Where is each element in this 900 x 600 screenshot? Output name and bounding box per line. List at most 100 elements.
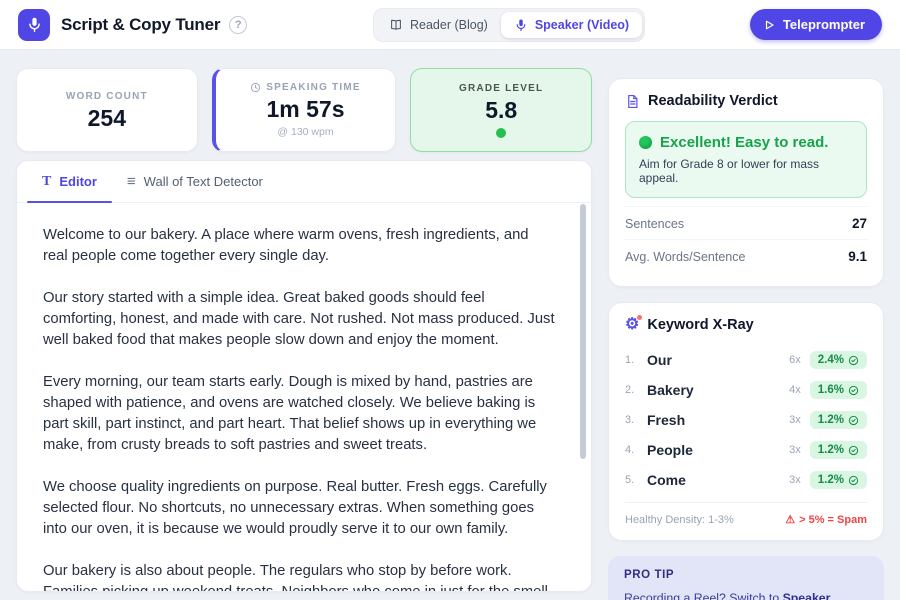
main-content: WORD COUNT 254 SPEAKING TIME 1m 57s @ 13… xyxy=(0,50,900,600)
editor-tabbar: T Editor ≡ Wall of Text Detector xyxy=(17,161,591,203)
metric-row-sentences: Sentences 27 xyxy=(625,206,867,239)
keyword-footer: Healthy Density: 1-3% ⚠ > 5% = Spam xyxy=(625,502,867,526)
keyword-xray-panel: ⚙ Keyword X-Ray 1. Our 6x 2.4% 2. Bakery… xyxy=(608,302,884,541)
toggle-speaker-label: Speaker (Video) xyxy=(534,18,630,32)
play-icon xyxy=(765,20,774,29)
keyword-rank: 5. xyxy=(625,474,635,486)
notification-dot xyxy=(636,314,644,321)
pro-tip-card: PRO TIP Recording a Reel? Switch to Spea… xyxy=(608,556,884,600)
keyword-row: 4. People 3x 1.2% xyxy=(625,435,867,465)
book-icon xyxy=(391,19,401,30)
keyword-rank: 1. xyxy=(625,354,635,366)
toggle-reader-label: Reader (Blog) xyxy=(410,18,488,32)
keyword-row: 1. Our 6x 2.4% xyxy=(625,345,867,375)
pro-tip-title: PRO TIP xyxy=(624,569,675,581)
pro-tip-body: Recording a Reel? Switch to Speaker Mode… xyxy=(624,589,868,600)
check-circle-icon xyxy=(848,385,859,395)
keyword-word: Our xyxy=(647,352,672,368)
keyword-density-badge: 1.6% xyxy=(809,381,867,399)
word-count-card: WORD COUNT 254 xyxy=(16,68,198,152)
keyword-word: Come xyxy=(647,472,686,488)
grade-level-card: GRADE LEVEL 5.8 xyxy=(410,68,593,152)
wpm-note: @ 130 wpm xyxy=(277,126,334,138)
analysis-sidebar: Readability Verdict Excellent! Easy to r… xyxy=(608,78,884,600)
gear-icon: ⚙ xyxy=(625,314,644,333)
keyword-word: People xyxy=(647,442,693,458)
healthy-density-note: Healthy Density: 1-3% xyxy=(625,514,734,526)
check-circle-icon xyxy=(848,475,859,485)
keyword-count: 3x xyxy=(789,474,801,486)
verdict-subtitle: Aim for Grade 8 or lower for mass appeal… xyxy=(639,157,820,185)
help-icon[interactable]: ? xyxy=(229,15,248,34)
microphone-icon xyxy=(28,17,40,32)
speaker-mode-emphasis: Speaker Mode xyxy=(782,591,831,600)
script-paragraph: Our bakery is also about people. The reg… xyxy=(43,563,548,591)
check-circle-icon xyxy=(848,415,859,425)
keyword-count: 6x xyxy=(789,354,801,366)
tab-editor-label: Editor xyxy=(59,174,97,189)
keyword-density-badge: 1.2% xyxy=(809,441,867,459)
word-count-value: 254 xyxy=(87,104,127,131)
keyword-density-badge: 1.2% xyxy=(809,411,867,429)
metric-label: Sentences xyxy=(625,216,685,231)
script-paragraph: Every morning, our team starts early. Do… xyxy=(43,374,537,453)
list-icon: ≡ xyxy=(126,173,136,190)
grade-level-value: 5.8 xyxy=(485,96,518,123)
keyword-density-badge: 1.2% xyxy=(809,471,867,489)
clock-icon xyxy=(251,82,261,93)
script-paragraph: Welcome to our bakery. A place where war… xyxy=(43,227,529,264)
keyword-rank: 4. xyxy=(625,444,635,456)
keyword-count: 4x xyxy=(789,384,801,396)
keyword-xray-title: Keyword X-Ray xyxy=(647,317,754,333)
check-circle-icon xyxy=(848,355,859,365)
keyword-rank: 2. xyxy=(625,384,635,396)
verdict-title: Excellent! Easy to read. xyxy=(660,134,829,151)
script-paragraph: We choose quality ingredients on purpose… xyxy=(43,479,547,537)
readability-verdict-panel: Readability Verdict Excellent! Easy to r… xyxy=(608,78,884,287)
app-logo xyxy=(18,8,50,41)
word-count-label: WORD COUNT xyxy=(65,90,148,102)
editor-scrollbar-thumb[interactable] xyxy=(580,204,586,459)
verdict-status-dot xyxy=(639,136,652,149)
mode-toggle: Reader (Blog) Speaker (Video) xyxy=(373,8,646,42)
readability-title: Readability Verdict xyxy=(648,93,778,109)
metric-row-avg-words: Avg. Words/Sentence 9.1 xyxy=(625,239,867,272)
metric-value: 27 xyxy=(851,216,867,231)
tab-editor[interactable]: T Editor xyxy=(27,161,112,203)
app-header: Script & Copy Tuner ? Reader (Blog) Spea… xyxy=(0,0,900,50)
keyword-row: 2. Bakery 4x 1.6% xyxy=(625,375,867,405)
tab-wall-label: Wall of Text Detector xyxy=(143,174,263,189)
keyword-row: 5. Come 3x 1.2% xyxy=(625,465,867,495)
teleprompter-button[interactable]: Teleprompter xyxy=(749,9,882,40)
document-icon xyxy=(628,94,638,108)
grade-level-label: GRADE LEVEL xyxy=(459,82,544,94)
keyword-count: 3x xyxy=(789,414,801,426)
grade-status-dot xyxy=(496,127,507,138)
page-title: Script & Copy Tuner xyxy=(61,14,221,34)
script-text-editor[interactable]: Welcome to our bakery. A place where war… xyxy=(17,203,591,591)
tab-wall-of-text-detector[interactable]: ≡ Wall of Text Detector xyxy=(112,161,278,202)
speaking-time-value: 1m 57s xyxy=(266,96,345,122)
stats-row: WORD COUNT 254 SPEAKING TIME 1m 57s @ 13… xyxy=(16,68,593,152)
metric-label: Avg. Words/Sentence xyxy=(625,249,746,264)
metric-value: 9.1 xyxy=(848,249,867,264)
speaking-time-card: SPEAKING TIME 1m 57s @ 130 wpm xyxy=(211,68,397,152)
keyword-density-badge: 2.4% xyxy=(809,351,867,369)
toggle-reader-blog[interactable]: Reader (Blog) xyxy=(376,12,501,38)
speaking-time-label: SPEAKING TIME xyxy=(266,82,361,93)
toggle-speaker-video[interactable]: Speaker (Video) xyxy=(500,12,643,38)
editor-column: WORD COUNT 254 SPEAKING TIME 1m 57s @ 13… xyxy=(16,68,593,592)
spam-warning: ⚠ > 5% = Spam xyxy=(785,513,867,526)
keyword-word: Bakery xyxy=(647,382,694,398)
check-circle-icon xyxy=(848,445,859,455)
script-paragraph: Our story started with a simple idea. Gr… xyxy=(43,290,555,348)
verdict-box: Excellent! Easy to read. Aim for Grade 8… xyxy=(625,121,867,198)
teleprompter-label: Teleprompter xyxy=(782,17,865,32)
keyword-rank: 3. xyxy=(625,414,635,426)
keyword-row: 3. Fresh 3x 1.2% xyxy=(625,405,867,435)
editor-card: T Editor ≡ Wall of Text Detector Welcome… xyxy=(16,160,592,592)
microphone-icon xyxy=(516,19,526,32)
warning-icon: ⚠ xyxy=(785,513,796,526)
keyword-count: 3x xyxy=(789,444,801,456)
type-icon: T xyxy=(42,173,52,189)
